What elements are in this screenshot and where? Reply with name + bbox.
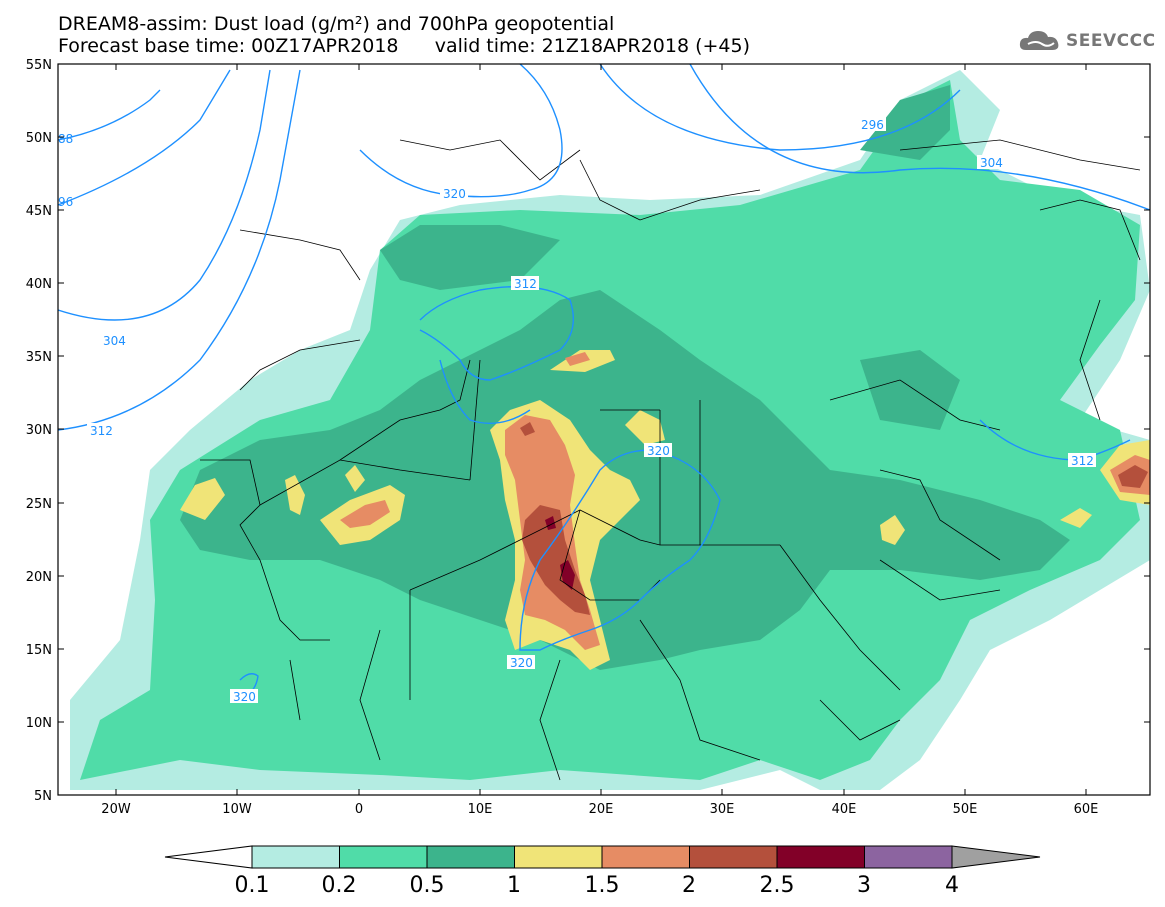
lon-label: 60E — [1074, 802, 1099, 817]
contour-label: 312 — [514, 277, 537, 291]
lat-label: 50N — [26, 131, 52, 146]
lon-label: 20E — [589, 802, 614, 817]
contour-label: 320 — [233, 690, 256, 704]
colorbar-label: 3 — [857, 873, 871, 898]
colorbar-label: 1.5 — [585, 873, 620, 898]
contour-label: 304 — [103, 334, 126, 348]
colorbar-label: 0.5 — [410, 873, 445, 898]
contour-label: 312 — [90, 424, 113, 438]
colorbar-label: 0.1 — [235, 873, 270, 898]
contour-label: 320 — [647, 444, 670, 458]
contour-label: 320 — [510, 656, 533, 670]
lat-label: 10N — [26, 716, 52, 731]
lat-label: 20N — [26, 570, 52, 585]
lat-label: 35N — [26, 350, 52, 365]
lon-label: 40E — [832, 802, 857, 817]
lon-label: 20W — [101, 802, 131, 817]
lon-label: 10W — [222, 802, 252, 817]
seevccc-logo: SEEVCCC — [1018, 26, 1156, 56]
lon-label: 0 — [355, 802, 363, 817]
colorbar-swatch — [601, 845, 690, 869]
colorbar-swatch — [339, 845, 428, 869]
colorbar-label: 2 — [682, 873, 696, 898]
lon-label: 50E — [953, 802, 978, 817]
lat-label: 5N — [34, 789, 52, 804]
colorbar-high-arrow — [951, 845, 1041, 869]
country-borders — [200, 139, 1141, 781]
dust-level-2 — [522, 505, 590, 615]
lat-label: 30N — [26, 423, 52, 438]
colorbar-low-arrow — [164, 845, 253, 869]
contour-label: 312 — [1071, 454, 1094, 468]
colorbar-swatch — [864, 845, 953, 869]
lat-label: 55N — [26, 58, 52, 73]
colorbar-label: 4 — [945, 873, 959, 898]
lon-label: 10E — [468, 802, 493, 817]
lat-label: 40N — [26, 277, 52, 292]
geopotential-contours — [58, 64, 1150, 697]
cloud-logo-icon — [1019, 31, 1059, 50]
colorbar-swatch — [514, 845, 603, 869]
lat-label: 25N — [26, 497, 52, 512]
forecast-time-subtitle: Forecast base time: 00Z17APR2018 valid t… — [58, 35, 751, 57]
contour-labels: 88 96 304 312 320 312 320 296 304 312 32… — [58, 117, 1096, 704]
colorbar-swatch — [689, 845, 778, 869]
contour-label: 96 — [58, 195, 73, 209]
colorbar-label: 0.2 — [322, 873, 357, 898]
contour-label: 320 — [443, 187, 466, 201]
colorbar-swatch — [251, 845, 340, 869]
colorbar: 0.1 0.2 0.5 1 1.5 2 2.5 3 4 — [164, 845, 1041, 898]
logo-text: SEEVCCC — [1066, 31, 1156, 51]
colorbar-label: 1 — [507, 873, 521, 898]
lat-label: 15N — [26, 643, 52, 658]
colorbar-swatch — [776, 845, 865, 869]
contour-label: 88 — [58, 132, 73, 146]
dust-field: 88 96 304 312 320 312 320 296 304 312 32… — [58, 64, 1150, 795]
map-title: DREAM8-assim: Dust load (g/m²) and 700hP… — [58, 13, 615, 35]
contour-label: 304 — [980, 156, 1003, 170]
colorbar-label: 2.5 — [760, 873, 795, 898]
lat-label: 45N — [26, 204, 52, 219]
colorbar-swatch — [426, 845, 515, 869]
contour-label: 296 — [861, 118, 884, 132]
latitude-axis: 55N 50N 45N 40N 35N 30N 25N 20N 15N 10N … — [26, 58, 1150, 804]
lon-label: 30E — [710, 802, 735, 817]
longitude-axis: 20W 10W 0 10E 20E 30E 40E 50E 60E — [101, 64, 1098, 817]
